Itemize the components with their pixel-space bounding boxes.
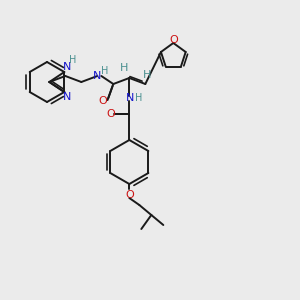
Text: N: N (63, 92, 71, 102)
Text: H: H (135, 93, 142, 103)
Text: N: N (63, 62, 71, 72)
Text: H: H (120, 63, 128, 73)
Text: H: H (69, 55, 76, 65)
Text: O: O (106, 109, 115, 119)
Text: O: O (98, 96, 107, 106)
Text: H: H (100, 66, 108, 76)
Text: O: O (169, 35, 178, 45)
Text: O: O (125, 190, 134, 200)
Text: N: N (126, 93, 134, 103)
Text: H: H (143, 70, 152, 80)
Text: N: N (93, 71, 101, 81)
